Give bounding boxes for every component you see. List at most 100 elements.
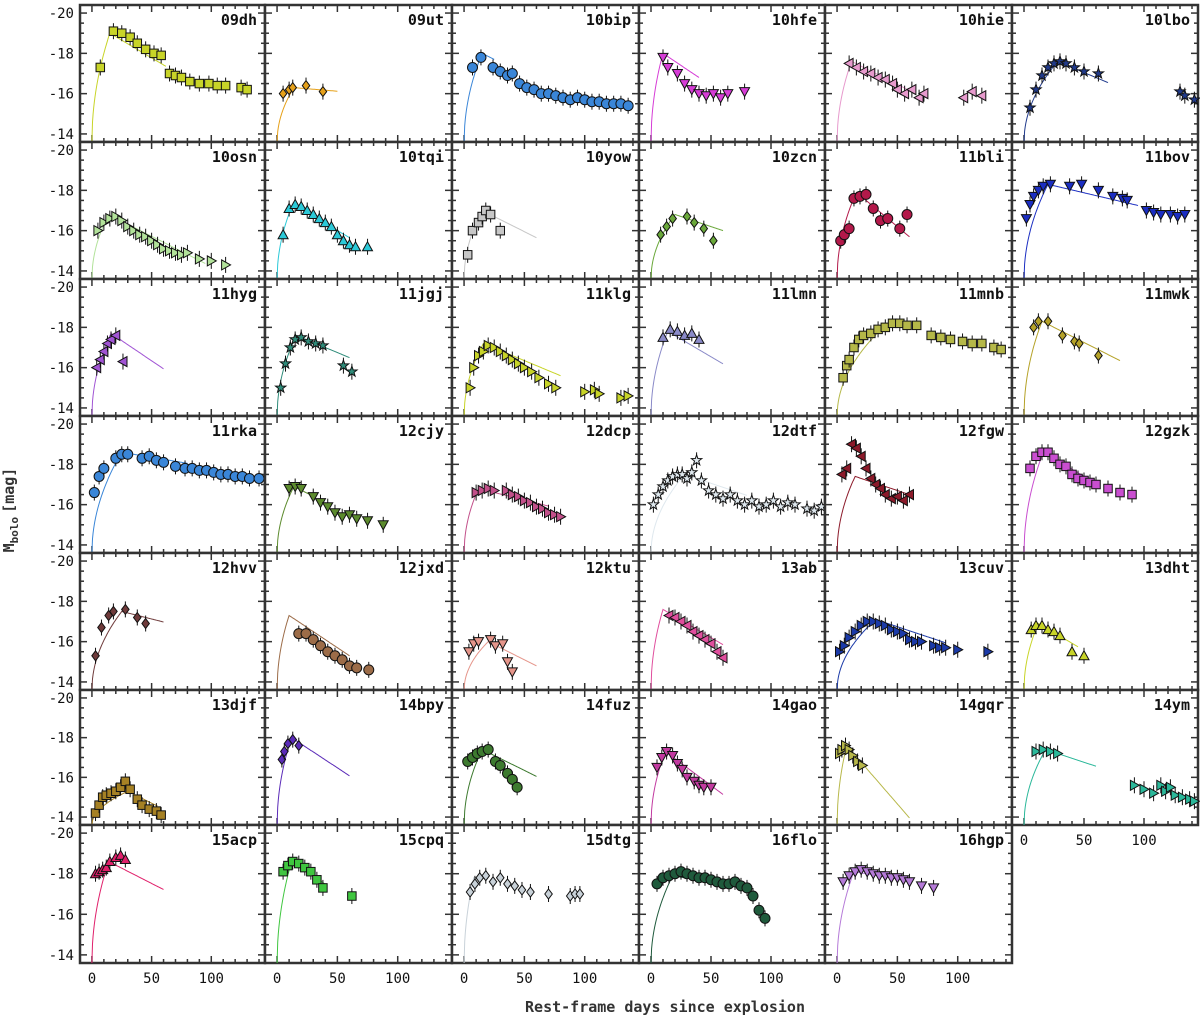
- data-point: [306, 866, 316, 877]
- data-point: [158, 456, 170, 468]
- data-point: [462, 250, 473, 260]
- x-tick-label: 0: [273, 971, 281, 987]
- panel-label: 10osn: [212, 148, 257, 166]
- panel-11hyg: -20 -18 -16 -14 11hyg: [49, 277, 267, 418]
- data-point: [1053, 54, 1067, 68]
- panel-label: 09dh: [221, 11, 257, 29]
- data-point: [843, 871, 855, 882]
- data-point: [176, 72, 187, 83]
- data-point: [318, 883, 328, 893]
- data-point: [807, 503, 821, 517]
- data-point: [655, 753, 668, 764]
- model-curve: [276, 614, 350, 691]
- data-point: [1075, 179, 1088, 191]
- data-point: [1103, 483, 1113, 494]
- data-point: [308, 336, 323, 350]
- data-point: [105, 212, 116, 225]
- data-point: [349, 240, 362, 252]
- data-point: [1027, 191, 1040, 203]
- data-point: [1092, 185, 1105, 197]
- panel-frame: [263, 277, 454, 418]
- y-tick-label: -20: [49, 143, 74, 159]
- y-tick-label: -14: [49, 538, 74, 554]
- data-point: [93, 470, 105, 482]
- data-point: [90, 361, 102, 374]
- data-point: [664, 323, 677, 334]
- data-point: [532, 500, 543, 513]
- model-curve: [91, 610, 164, 691]
- y-tick-label: -14: [49, 264, 74, 280]
- panel-label: 16hgp: [959, 831, 1004, 849]
- data-point: [316, 338, 330, 352]
- data-point: [301, 334, 316, 348]
- data-point: [544, 377, 555, 390]
- panel-15acp: -20 -18 -16 -14 0 50 100 15acp: [49, 823, 267, 987]
- data-point: [129, 224, 140, 237]
- data-point: [159, 242, 170, 255]
- data-point: [594, 387, 606, 400]
- panel-label: 10hie: [959, 11, 1004, 29]
- data-point: [279, 745, 289, 758]
- data-point: [1024, 200, 1036, 211]
- data-point: [98, 462, 110, 474]
- data-point: [685, 327, 698, 338]
- data-point: [470, 878, 480, 890]
- data-point: [351, 662, 363, 674]
- data-point: [671, 759, 684, 770]
- data-point: [544, 888, 553, 900]
- panel-label: 10hfe: [772, 11, 817, 29]
- data-point: [1154, 210, 1167, 221]
- y-tick-label: -20: [49, 280, 74, 296]
- data-point: [1043, 315, 1053, 328]
- data-point: [1121, 195, 1134, 207]
- data-point: [1044, 179, 1057, 191]
- data-point: [894, 223, 906, 235]
- panel-10tqi: 10tqi: [263, 140, 454, 281]
- data-point: [1177, 791, 1189, 804]
- data-point: [682, 210, 692, 223]
- data-point: [668, 611, 680, 624]
- panel-14bpy: 14bpy: [263, 688, 454, 827]
- data-point: [685, 465, 699, 479]
- data-point: [1061, 461, 1071, 472]
- panel-12dcp: 12dcp: [450, 414, 641, 555]
- data-point: [616, 392, 627, 404]
- data-point: [745, 493, 759, 507]
- data-point: [467, 61, 479, 73]
- data-point: [1053, 747, 1064, 760]
- panel-ticks: [80, 825, 265, 963]
- data-point: [123, 220, 134, 233]
- data-point: [550, 508, 561, 521]
- panel-10bip: 10bip: [450, 3, 641, 144]
- data-point: [857, 759, 869, 772]
- data-point: [661, 63, 674, 74]
- data-point: [1059, 56, 1073, 70]
- data-point: [343, 238, 356, 250]
- data-point: [872, 71, 883, 84]
- data-point: [917, 635, 928, 648]
- data-point: [119, 853, 132, 864]
- data-point: [957, 91, 969, 104]
- data-point: [705, 782, 717, 794]
- data-point: [657, 331, 669, 342]
- y-tick-label: -20: [49, 691, 74, 707]
- data-point: [141, 617, 151, 630]
- data-point: [97, 345, 109, 358]
- data-point: [495, 225, 506, 236]
- data-point: [917, 87, 929, 100]
- data-point: [671, 325, 684, 336]
- y-tick-label: -16: [49, 498, 74, 514]
- data-point: [692, 629, 704, 642]
- data-point: [859, 462, 871, 475]
- data-point: [879, 488, 890, 501]
- panel-16flo: 0 50 100 16flo: [637, 823, 827, 987]
- data-point: [882, 213, 894, 225]
- data-point: [212, 80, 223, 91]
- y-tick-label: -16: [49, 87, 74, 103]
- panel-label: 14fuz: [586, 696, 631, 714]
- y-tick-label: -18: [49, 731, 74, 747]
- data-point: [730, 493, 745, 507]
- data-point: [902, 320, 912, 331]
- data-point: [483, 339, 495, 352]
- panel-12dtf: 12dtf: [637, 414, 828, 555]
